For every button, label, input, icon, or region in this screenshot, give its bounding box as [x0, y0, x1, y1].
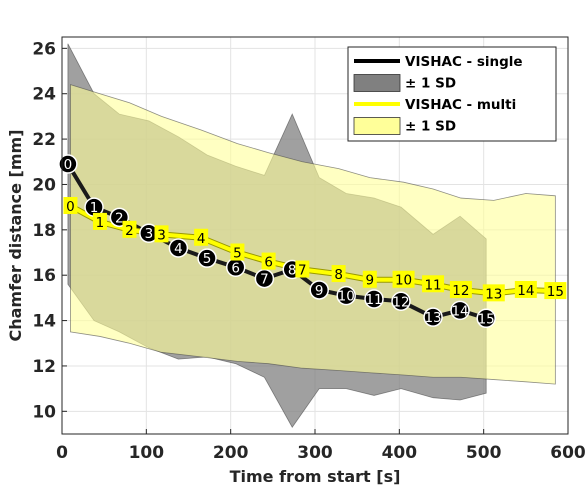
multi-point-marker [122, 220, 137, 238]
single-point-label: 2 [115, 210, 124, 226]
x-axis-label: Time from start [s] [230, 467, 401, 486]
legend-label: ± 1 SD [405, 119, 456, 135]
x-tick-label: 400 [382, 443, 418, 463]
multi-point-marker [514, 280, 537, 298]
single-point-marker [197, 248, 217, 268]
multi-point-marker [261, 252, 276, 270]
multi-point-marker [362, 270, 377, 288]
single-point-marker [450, 300, 470, 321]
single-point-marker [309, 280, 329, 300]
single-point-marker [254, 268, 275, 289]
multi-point-label: 7 [298, 263, 307, 279]
multi-point-marker [92, 212, 107, 230]
y-tick-label: 10 [32, 402, 56, 422]
legend-label: VISHAC - single [405, 54, 523, 70]
single-point-label: 14 [451, 303, 468, 319]
multi-point-marker [295, 260, 310, 278]
multi-point-marker [422, 275, 445, 293]
single-point-label: 10 [338, 289, 355, 305]
legend-patch-swatch [353, 74, 401, 92]
single-point-marker [391, 291, 411, 312]
multi-point-label: 12 [452, 283, 469, 299]
multi-point-label: 13 [485, 286, 502, 302]
x-tick-label: 300 [297, 443, 333, 463]
single-point-label: 11 [365, 292, 382, 308]
single-point-marker [58, 154, 78, 174]
single-point-label: 7 [260, 272, 269, 288]
multi-point-marker [230, 243, 245, 261]
y-tick-label: 16 [32, 266, 56, 286]
multi-point-label: 14 [517, 283, 534, 299]
y-tick-label: 18 [32, 221, 56, 241]
single-point-marker [423, 307, 443, 327]
x-tick-label: 100 [129, 443, 165, 463]
multi-point-marker [449, 280, 472, 298]
multi-point-marker [331, 265, 346, 283]
y-tick-label: 22 [32, 130, 56, 150]
multi-point-marker [63, 197, 78, 215]
legend-label: VISHAC - multi [405, 97, 516, 113]
multi-point-label: 1 [96, 215, 105, 231]
single-point-label: 4 [174, 241, 183, 257]
multi-point-label: 4 [197, 231, 206, 247]
y-tick-label: 12 [32, 357, 56, 377]
multi-point-marker [544, 282, 567, 300]
single-point-marker [364, 289, 384, 309]
y-tick-label: 24 [32, 85, 56, 105]
multi-point-marker [194, 228, 209, 246]
multi-point-label: 3 [157, 227, 166, 243]
multi-point-label: 0 [66, 199, 75, 215]
single-point-label: 9 [315, 283, 324, 299]
multi-point-label: 10 [395, 273, 412, 289]
single-point-marker [336, 285, 356, 306]
y-tick-label: 26 [32, 39, 56, 59]
multi-point-label: 15 [547, 284, 564, 300]
multi-point-label: 8 [334, 267, 343, 283]
single-point-label: 15 [478, 311, 495, 327]
single-point-label: 13 [424, 310, 441, 326]
multi-point-label: 11 [424, 277, 441, 293]
single-point-label: 5 [203, 251, 212, 267]
single-point-label: 0 [64, 157, 73, 173]
single-point-label: 3 [145, 226, 154, 242]
x-tick-label: 0 [56, 443, 68, 463]
x-tick-label: 200 [213, 443, 249, 463]
multi-point-marker [482, 284, 505, 302]
single-point-marker [476, 308, 496, 329]
y-tick-label: 14 [32, 312, 56, 332]
multi-point-label: 9 [366, 273, 375, 289]
single-point-label: 1 [90, 200, 99, 216]
single-point-marker [168, 238, 189, 258]
legend-label: ± 1 SD [405, 76, 456, 92]
single-point-label: 12 [392, 294, 409, 310]
legend-patch-swatch [353, 117, 401, 135]
y-tick-label: 20 [32, 175, 56, 195]
multi-point-marker [154, 225, 169, 243]
legend: VISHAC - single ± 1 SD VISHAC - multi ± 1 S… [347, 46, 557, 142]
multi-point-label: 5 [233, 246, 242, 262]
x-tick-label: 600 [550, 443, 586, 463]
multi-point-label: 6 [264, 255, 273, 271]
x-tick-label: 500 [466, 443, 502, 463]
single-point-label: 6 [231, 260, 240, 276]
y-axis-label: Chamfer distance [mm] [6, 129, 25, 341]
single-point-label: 8 [288, 263, 297, 279]
multi-point-marker [392, 270, 415, 288]
multi-point-label: 2 [125, 223, 134, 239]
